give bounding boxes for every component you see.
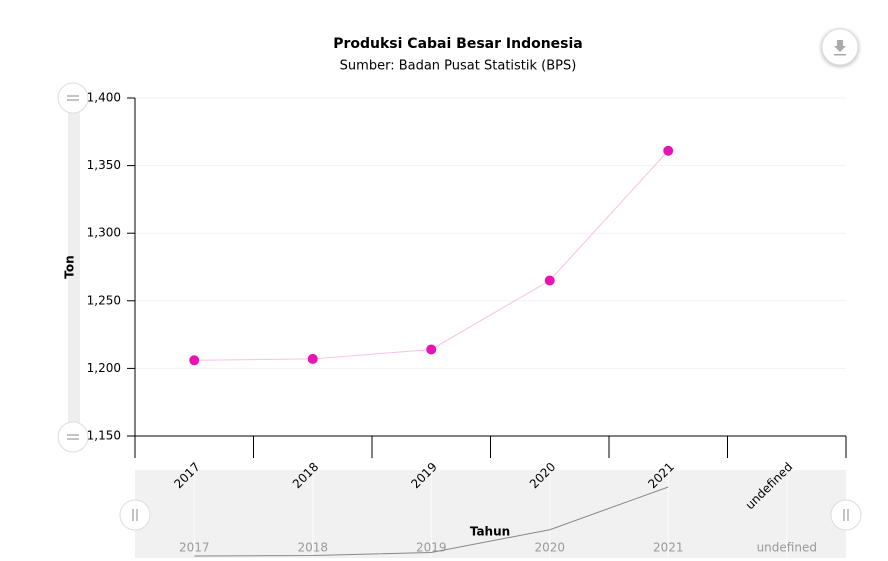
chart-title: Produksi Cabai Besar Indonesia: [333, 36, 583, 52]
scroll-grip[interactable]: [119, 499, 151, 531]
scrollbar-label: 2020: [534, 541, 565, 555]
y-tick-label: 1,200: [87, 361, 121, 375]
point: [663, 145, 674, 156]
download-button[interactable]: [821, 28, 859, 66]
line: [194, 150, 669, 361]
y-tick-label: 1,350: [87, 158, 121, 172]
scrollbar-label: 2017: [179, 541, 210, 555]
scrollbar-label: undefined: [757, 541, 817, 555]
scroll-grip[interactable]: [830, 499, 862, 531]
scrollbar-line: [194, 486, 669, 557]
x-scrollbar[interactable]: [135, 470, 846, 558]
point: [307, 353, 318, 364]
y-tick-label: 1,250: [87, 293, 121, 307]
y-scrollbar[interactable]: [68, 98, 80, 436]
chart-subtitle: Sumber: Badan Pusat Statistik (BPS): [340, 59, 577, 74]
x-axis-title: Tahun: [470, 525, 510, 539]
scroll-grip[interactable]: [57, 82, 89, 114]
scrollbar-label: 2021: [653, 541, 684, 555]
scroll-grip[interactable]: [57, 421, 89, 453]
point: [544, 275, 555, 286]
y-tick-label: 1,150: [87, 429, 121, 443]
y-tick-label: 1,400: [87, 91, 121, 105]
y-axis-title: Ton: [63, 255, 77, 278]
y-tick-label: 1,300: [87, 226, 121, 240]
point: [426, 344, 437, 355]
point: [189, 355, 200, 366]
scrollbar-label: 2018: [297, 541, 328, 555]
